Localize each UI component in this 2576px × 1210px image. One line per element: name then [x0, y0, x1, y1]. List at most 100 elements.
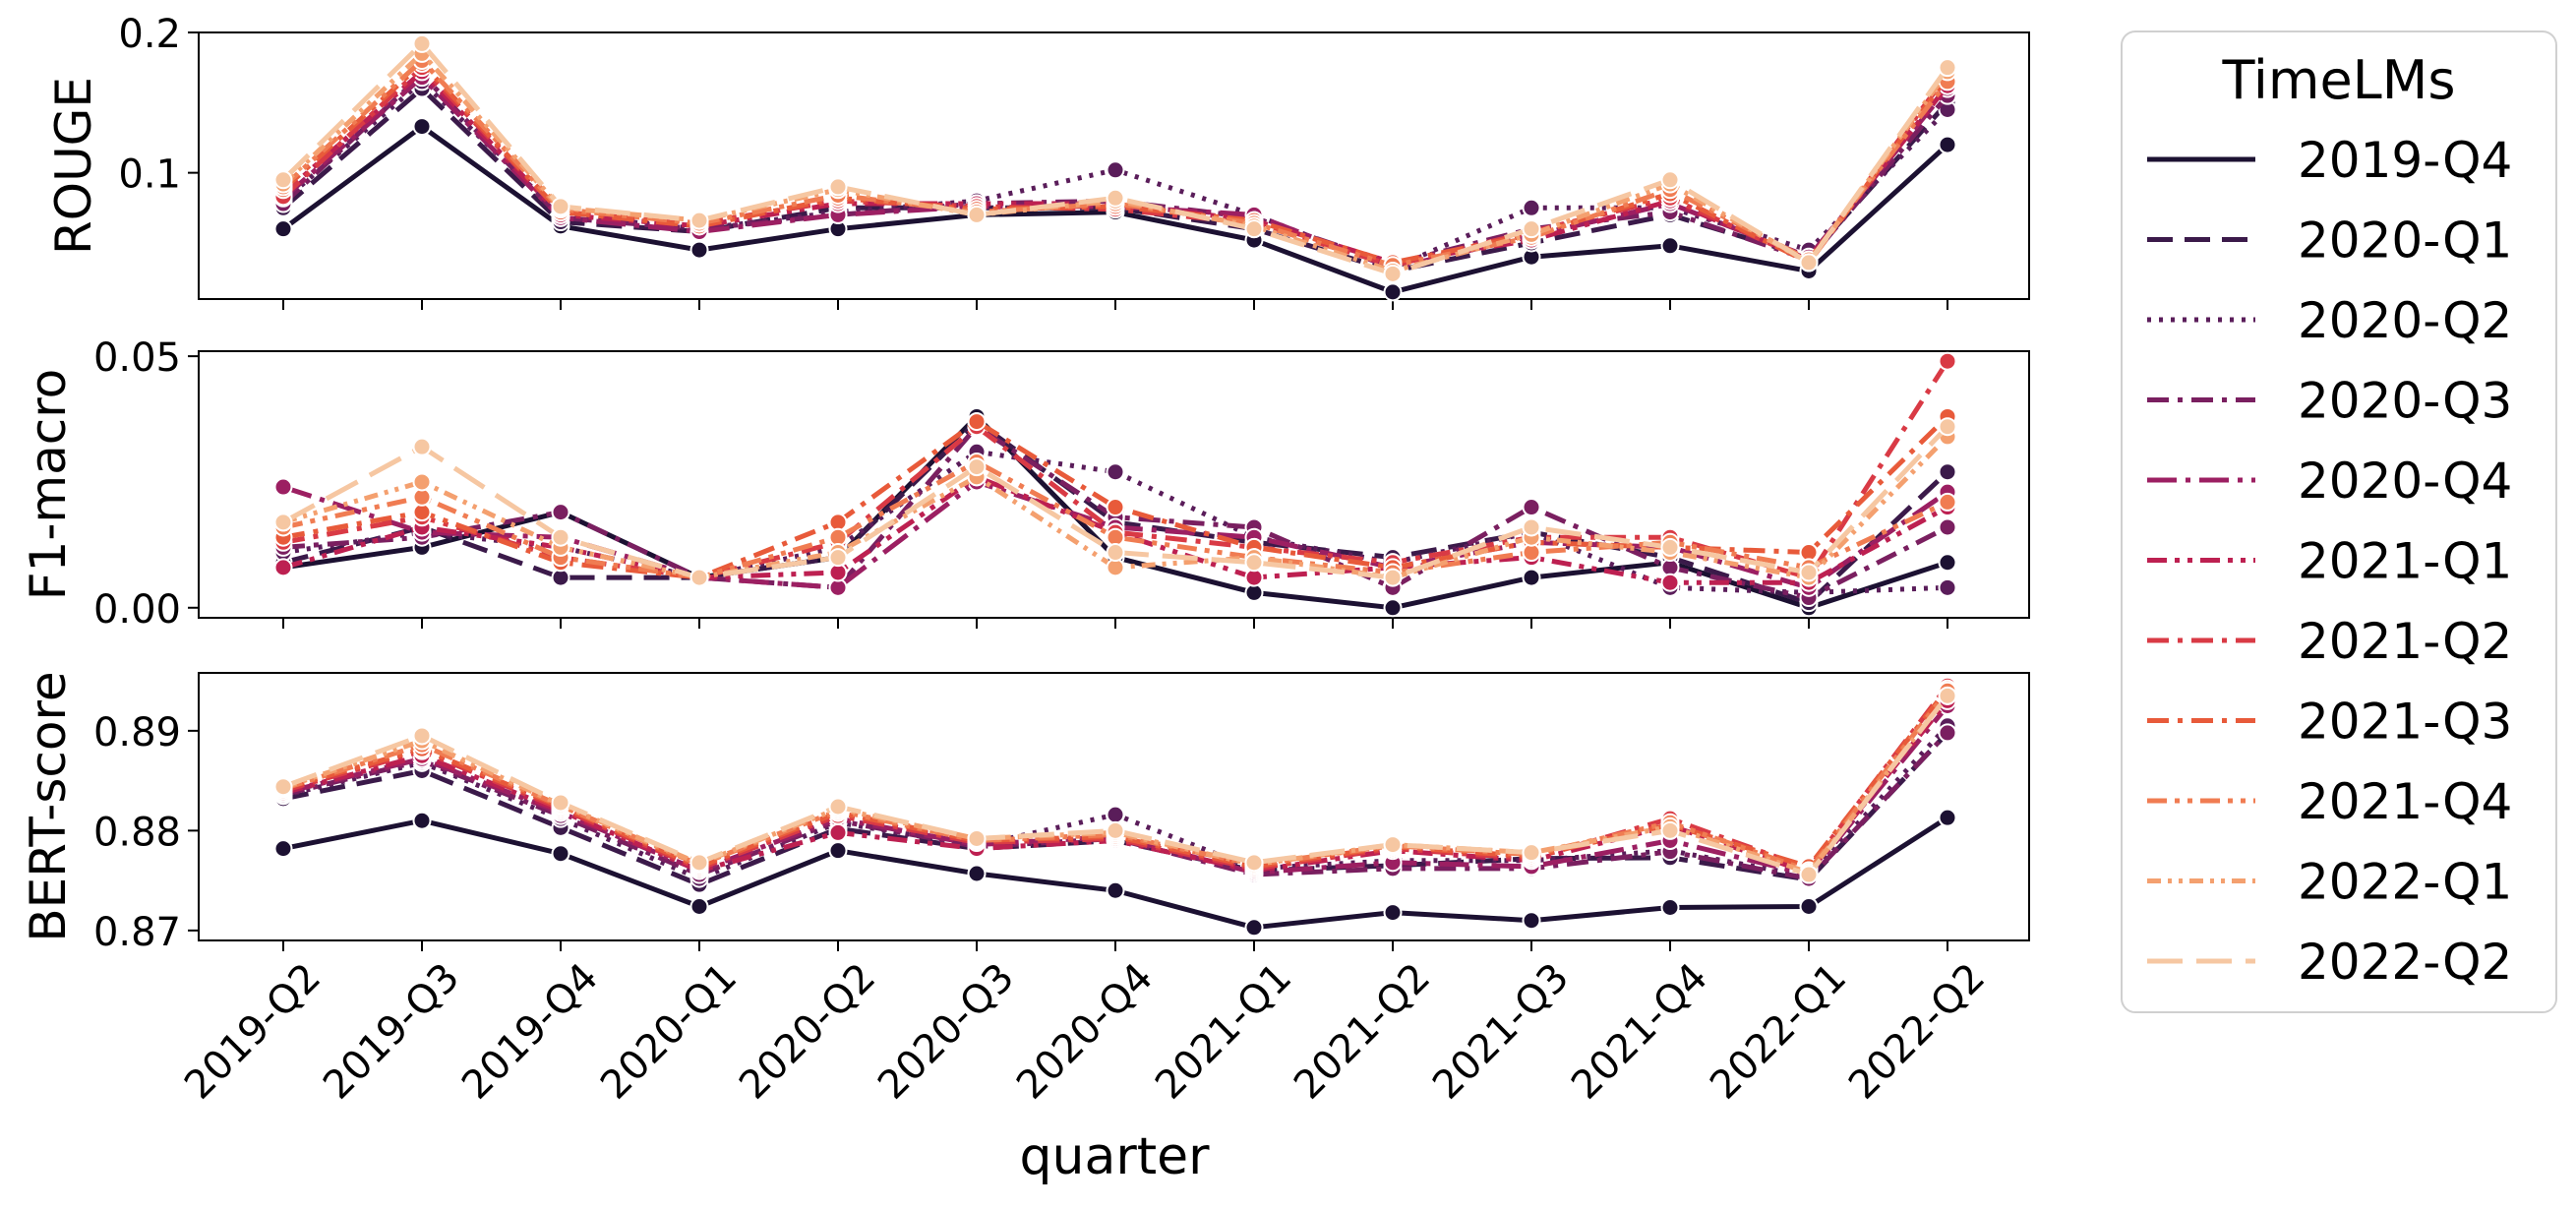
- data-point-2019-Q4: [1383, 282, 1403, 302]
- data-point-2019-Q4: [273, 839, 293, 859]
- data-point-2022-Q2: [1522, 219, 1541, 239]
- data-point-2019-Q4: [273, 219, 293, 239]
- data-point-2019-Q4: [689, 240, 709, 260]
- data-point-2022-Q2: [1106, 543, 1125, 563]
- legend-label: 2021-Q2: [2298, 613, 2512, 670]
- data-point-2022-Q2: [551, 793, 570, 813]
- data-point-2022-Q2: [689, 568, 709, 587]
- legend-label: 2020-Q4: [2298, 453, 2512, 510]
- legend-label: 2020-Q2: [2298, 292, 2512, 349]
- data-point-2022-Q2: [273, 513, 293, 532]
- data-point-2022-Q2: [828, 548, 848, 568]
- data-point-2019-Q4: [1799, 896, 1819, 916]
- data-point-2022-Q2: [689, 853, 709, 873]
- data-point-2020-Q3: [1938, 723, 1957, 743]
- data-point-2020-Q2: [1938, 577, 1957, 597]
- data-point-2022-Q2: [551, 197, 570, 216]
- data-point-2021-Q3: [967, 412, 987, 432]
- data-point-2019-Q4: [1383, 903, 1403, 923]
- data-point-2019-Q4: [1660, 236, 1680, 256]
- data-point-2020-Q2: [1106, 805, 1125, 824]
- y-tick-label: 0.1: [118, 152, 181, 198]
- data-point-2020-Q3: [551, 503, 570, 522]
- data-point-2019-Q4: [1660, 898, 1680, 918]
- data-point-2021-Q3: [1106, 498, 1125, 517]
- data-point-2022-Q2: [412, 726, 432, 746]
- data-point-2022-Q2: [1106, 820, 1125, 840]
- data-point-2019-Q4: [828, 841, 848, 861]
- data-point-2019-Q4: [551, 844, 570, 864]
- data-point-2022-Q2: [273, 170, 293, 190]
- data-point-2022-Q2: [1244, 219, 1264, 239]
- data-point-2022-Q2: [967, 828, 987, 848]
- data-point-2019-Q4: [689, 896, 709, 916]
- data-point-2021-Q1: [828, 822, 848, 842]
- panel-f1-macro: 0.00 0.05 F1-macro: [20, 335, 2030, 633]
- data-point-2020-Q3: [1522, 498, 1541, 517]
- data-point-2019-Q4: [1938, 553, 1957, 573]
- data-point-2019-Q4: [1522, 911, 1541, 931]
- data-point-2019-Q4: [1106, 880, 1125, 900]
- data-point-2020-Q2: [1106, 160, 1125, 180]
- legend-entries: 2019-Q4 2020-Q1 2020-Q2 2020-Q3 2020-Q4 2021-…: [2147, 132, 2512, 991]
- legend-label: 2020-Q3: [2298, 373, 2512, 430]
- data-point-2019-Q4: [967, 864, 987, 883]
- plot-frame: [198, 350, 2030, 619]
- data-point-2022-Q2: [828, 177, 848, 197]
- data-point-2019-Q4: [1244, 918, 1264, 938]
- x-axis-label: quarter: [1020, 1127, 1211, 1186]
- data-point-2019-Q4: [1522, 568, 1541, 587]
- legend-label: 2020-Q1: [2298, 212, 2512, 270]
- data-point-2022-Q2: [1799, 865, 1819, 884]
- data-point-2019-Q4: [412, 117, 432, 137]
- panel-rouge: 0.1 0.2 ROUGE: [45, 12, 2030, 310]
- data-point-2020-Q4: [273, 477, 293, 497]
- y-tick-label: 0.00: [93, 587, 181, 633]
- data-point-2022-Q2: [1383, 264, 1403, 283]
- legend-label: 2022-Q1: [2298, 854, 2512, 911]
- plot-frame: [198, 31, 2030, 300]
- data-point-2020-Q2: [1522, 198, 1541, 217]
- data-point-2022-Q2: [967, 205, 987, 224]
- legend-label: 2021-Q4: [2298, 773, 2512, 830]
- data-point-2022-Q2: [1938, 686, 1957, 705]
- data-point-2022-Q2: [1938, 417, 1957, 437]
- data-point-2020-Q1: [1938, 462, 1957, 482]
- y-tick-label: 0.87: [93, 910, 181, 955]
- data-point-2022-Q2: [967, 457, 987, 477]
- legend: TimeLMs 2019-Q4 2020-Q1 2020-Q2 2020-Q3 2020…: [2121, 30, 2557, 1013]
- data-point-2022-Q2: [1106, 188, 1125, 208]
- legend-label: 2021-Q3: [2298, 694, 2512, 751]
- y-axis-label: ROUGE: [45, 77, 102, 255]
- data-point-2022-Q2: [1799, 253, 1819, 272]
- data-point-2022-Q2: [1522, 517, 1541, 537]
- y-tick-label: 0.89: [93, 710, 181, 756]
- y-axis-label: BERT-score: [20, 671, 77, 941]
- data-point-2022-Q2: [1522, 843, 1541, 863]
- data-point-2019-Q4: [1938, 135, 1957, 154]
- data-point-2022-Q2: [1383, 835, 1403, 855]
- data-point-2022-Q2: [689, 211, 709, 230]
- data-point-2022-Q2: [551, 527, 570, 547]
- data-point-2021-Q1: [273, 558, 293, 577]
- data-point-2022-Q2: [1244, 853, 1264, 873]
- y-tick-label: 0.88: [93, 810, 181, 855]
- plot-frame: [198, 672, 2030, 941]
- data-point-2021-Q2: [1938, 351, 1957, 371]
- data-point-2022-Q2: [828, 797, 848, 817]
- data-point-2022-Q2: [1244, 553, 1264, 573]
- legend-label: 2019-Q4: [2298, 132, 2512, 189]
- y-axis-label: F1-macro: [20, 369, 77, 601]
- data-point-2022-Q2: [412, 437, 432, 456]
- legend-title: TimeLMs: [2222, 49, 2456, 111]
- data-point-2021-Q1: [1660, 573, 1680, 592]
- data-point-2022-Q2: [412, 33, 432, 53]
- data-point-2019-Q4: [1938, 808, 1957, 827]
- y-tick-label: 0.05: [93, 335, 181, 381]
- data-point-2019-Q4: [412, 811, 432, 830]
- legend-label: 2022-Q2: [2298, 934, 2512, 991]
- panel-bert-score: 0.87 0.88 0.89 BERT-score: [20, 671, 2030, 955]
- data-point-2022-Q2: [1660, 170, 1680, 190]
- data-point-2022-Q2: [1799, 563, 1819, 582]
